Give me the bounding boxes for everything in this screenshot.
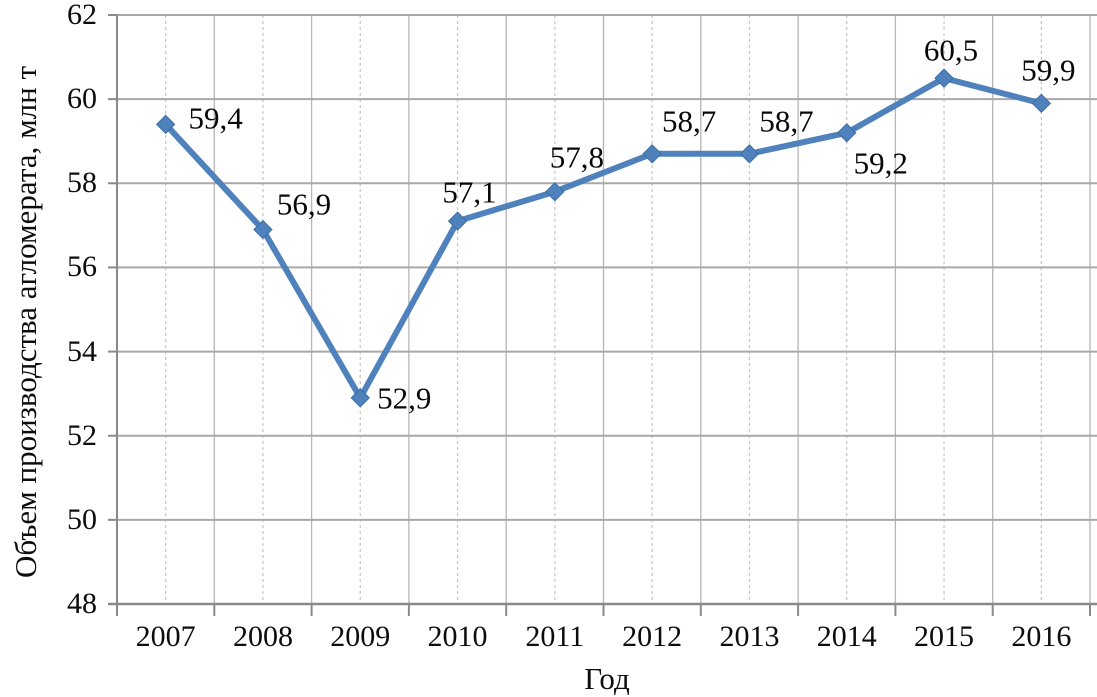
x-tick-label: 2016: [1011, 620, 1072, 653]
y-axis-title: Объем производства агломерата, млн т: [8, 65, 43, 579]
y-tick-label: 62: [67, 0, 97, 31]
x-tick-label: 2012: [622, 620, 683, 653]
x-tick-label: 2015: [914, 620, 975, 653]
data-point-marker: [253, 219, 273, 240]
y-tick-label: 48: [67, 587, 97, 620]
y-tick-label: 52: [67, 418, 97, 452]
data-point-marker: [739, 144, 760, 164]
x-tick-label: 2011: [525, 620, 585, 653]
x-tick-label: 2014: [816, 620, 877, 653]
x-tick-label: 2013: [719, 620, 780, 653]
data-point-label: 58,7: [759, 103, 814, 139]
data-point-label: 57,1: [442, 174, 497, 210]
x-tick-label: 2007: [135, 620, 196, 653]
x-axis-title: Год: [584, 661, 630, 696]
series-line: [162, 75, 1045, 401]
data-point-label: 56,9: [276, 186, 332, 222]
data-point-marker: [837, 123, 857, 143]
data-point-label: 59,9: [1021, 52, 1076, 88]
x-tick-label: 2010: [427, 620, 488, 653]
data-point-marker: [447, 211, 468, 231]
y-tick-label: 60: [67, 82, 97, 116]
data-point-marker: [934, 68, 954, 88]
y-tick-label: 50: [67, 502, 97, 536]
data-point-label: 59,4: [188, 100, 243, 136]
data-point-marker: [350, 388, 370, 408]
data-point-label: 57,8: [549, 139, 604, 175]
y-tick-label: 54: [67, 334, 97, 368]
data-point-marker: [155, 114, 176, 135]
data-point-label: 58,7: [662, 103, 717, 139]
data-point-marker: [1031, 93, 1052, 114]
data-point-marker: [545, 181, 565, 202]
y-tick-label: 56: [67, 250, 97, 284]
data-point-label: 59,2: [853, 145, 908, 181]
data-point-label: 52,9: [377, 380, 432, 416]
x-tick-label: 2008: [232, 620, 293, 653]
data-point-marker: [642, 144, 662, 164]
y-tick-label: 58: [67, 166, 97, 200]
x-tick-label: 2009: [330, 620, 391, 653]
data-point-label: 60,5: [923, 32, 979, 68]
